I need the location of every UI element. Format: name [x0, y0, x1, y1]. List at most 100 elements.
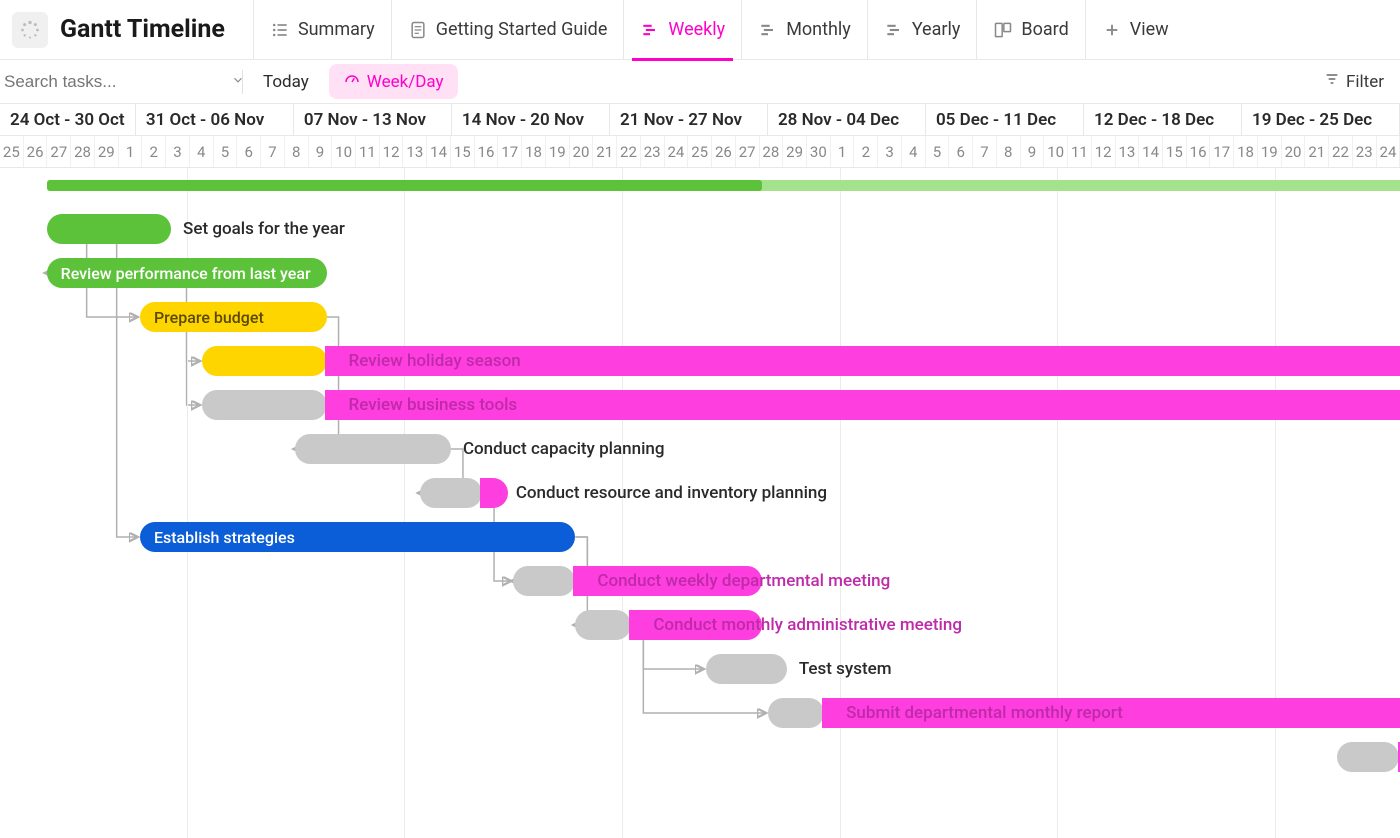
day-header: 29	[783, 136, 807, 167]
day-header: 2	[142, 136, 166, 167]
task-bar[interactable]	[513, 566, 575, 596]
day-header: 20	[1282, 136, 1306, 167]
task-bar[interactable]	[706, 654, 787, 684]
day-header: 18	[522, 136, 546, 167]
week-header: 14 Nov - 20 Nov	[452, 104, 610, 135]
gantt-icon	[640, 20, 660, 40]
day-header: 17	[1210, 136, 1234, 167]
tab-board[interactable]: Board	[976, 0, 1084, 60]
task-bar[interactable]	[202, 346, 326, 376]
task-bar-stripe[interactable]	[480, 478, 508, 508]
tab-label: Monthly	[786, 19, 851, 40]
gantt-chart-area[interactable]: Set goals for the yearReview performance…	[0, 168, 1400, 838]
search-input[interactable]	[4, 72, 225, 92]
tab-monthly[interactable]: Monthly	[741, 0, 867, 60]
gantt-icon	[884, 20, 904, 40]
doc-icon	[408, 20, 428, 40]
day-header: 6	[237, 136, 261, 167]
day-header: 27	[736, 136, 760, 167]
day-header: 9	[309, 136, 333, 167]
task-label: Review holiday season	[349, 346, 521, 376]
day-header: 20	[570, 136, 594, 167]
task-label: Establish strategies	[154, 528, 295, 547]
day-header: 22	[1329, 136, 1353, 167]
day-header: 24	[665, 136, 689, 167]
list-icon	[270, 20, 290, 40]
day-header: 3	[166, 136, 190, 167]
day-header: 4	[190, 136, 214, 167]
task-bar[interactable]	[47, 214, 171, 244]
summary-bar-progress	[47, 180, 762, 191]
task-bar[interactable]: Establish strategies	[140, 522, 575, 552]
task-bar[interactable]	[1337, 742, 1399, 772]
day-header: 5	[214, 136, 238, 167]
week-header: 21 Nov - 27 Nov	[610, 104, 768, 135]
week-header: 28 Nov - 04 Dec	[768, 104, 926, 135]
gantt-timeline: 24 Oct - 30 Oct31 Oct - 06 Nov07 Nov - 1…	[0, 104, 1400, 838]
week-header: 07 Nov - 13 Nov	[294, 104, 452, 135]
gantt-icon	[758, 20, 778, 40]
app-logo	[12, 12, 48, 48]
day-header: 2	[854, 136, 878, 167]
day-header: 6	[949, 136, 973, 167]
task-bar[interactable]	[420, 478, 482, 508]
gauge-icon	[343, 70, 361, 93]
tab-summary[interactable]: Summary	[253, 0, 391, 60]
week-header-row: 24 Oct - 30 Oct31 Oct - 06 Nov07 Nov - 1…	[0, 104, 1400, 136]
day-header: 18	[1234, 136, 1258, 167]
day-header: 26	[24, 136, 48, 167]
page-title: Gantt Timeline	[60, 15, 225, 44]
day-header: 14	[427, 136, 451, 167]
day-header: 26	[712, 136, 736, 167]
task-bar[interactable]: Prepare budget	[140, 302, 327, 332]
day-header: 7	[261, 136, 285, 167]
day-header: 1	[119, 136, 143, 167]
plus-icon	[1102, 20, 1122, 40]
tab-label: Yearly	[912, 19, 961, 40]
tab-label: Getting Started Guide	[436, 19, 608, 40]
day-header: 30	[807, 136, 831, 167]
day-header-row: 2526272829123456789101112131415161718192…	[0, 136, 1400, 168]
task-bar[interactable]	[575, 610, 631, 640]
task-bar[interactable]	[295, 434, 451, 464]
task-bar[interactable]: Review performance from last year	[47, 258, 327, 288]
day-header: 25	[0, 136, 24, 167]
tab-view[interactable]: View	[1085, 0, 1185, 60]
task-bar[interactable]	[768, 698, 824, 728]
tab-weekly[interactable]: Weekly	[623, 0, 741, 60]
toolbar: Today Week/Day Filter	[0, 60, 1400, 104]
task-bar[interactable]	[202, 390, 326, 420]
day-header: 1	[831, 136, 855, 167]
tab-yearly[interactable]: Yearly	[867, 0, 977, 60]
gridline	[1057, 168, 1058, 838]
task-label: Review performance from last year	[61, 264, 311, 283]
day-header: 7	[973, 136, 997, 167]
zoom-selector[interactable]: Week/Day	[329, 64, 458, 99]
tab-getting-started-guide[interactable]: Getting Started Guide	[391, 0, 624, 60]
divider	[242, 70, 243, 94]
today-button[interactable]: Today	[255, 72, 317, 92]
filter-icon	[1324, 71, 1340, 92]
day-header: 23	[641, 136, 665, 167]
gridline	[1275, 168, 1276, 838]
task-label: Prepare budget	[154, 308, 264, 327]
zoom-label: Week/Day	[367, 72, 444, 92]
day-header: 25	[688, 136, 712, 167]
day-header: 10	[1044, 136, 1068, 167]
day-header: 5	[926, 136, 950, 167]
day-header: 8	[285, 136, 309, 167]
day-header: 16	[475, 136, 499, 167]
filter-button[interactable]: Filter	[1308, 71, 1400, 92]
week-header: 24 Oct - 30 Oct	[0, 104, 136, 135]
week-header: 05 Dec - 11 Dec	[926, 104, 1084, 135]
day-header: 4	[902, 136, 926, 167]
day-header: 23	[1353, 136, 1377, 167]
top-nav: Gantt Timeline Summary Getting Started Gu…	[0, 0, 1400, 60]
tab-label: Weekly	[668, 19, 725, 40]
task-label: Conduct resource and inventory planning	[516, 478, 827, 508]
tab-label: Summary	[298, 19, 375, 40]
day-header: 27	[47, 136, 71, 167]
day-header: 12	[1092, 136, 1116, 167]
task-label: Conduct monthly administrative meeting	[653, 610, 962, 640]
search-box	[0, 72, 230, 92]
